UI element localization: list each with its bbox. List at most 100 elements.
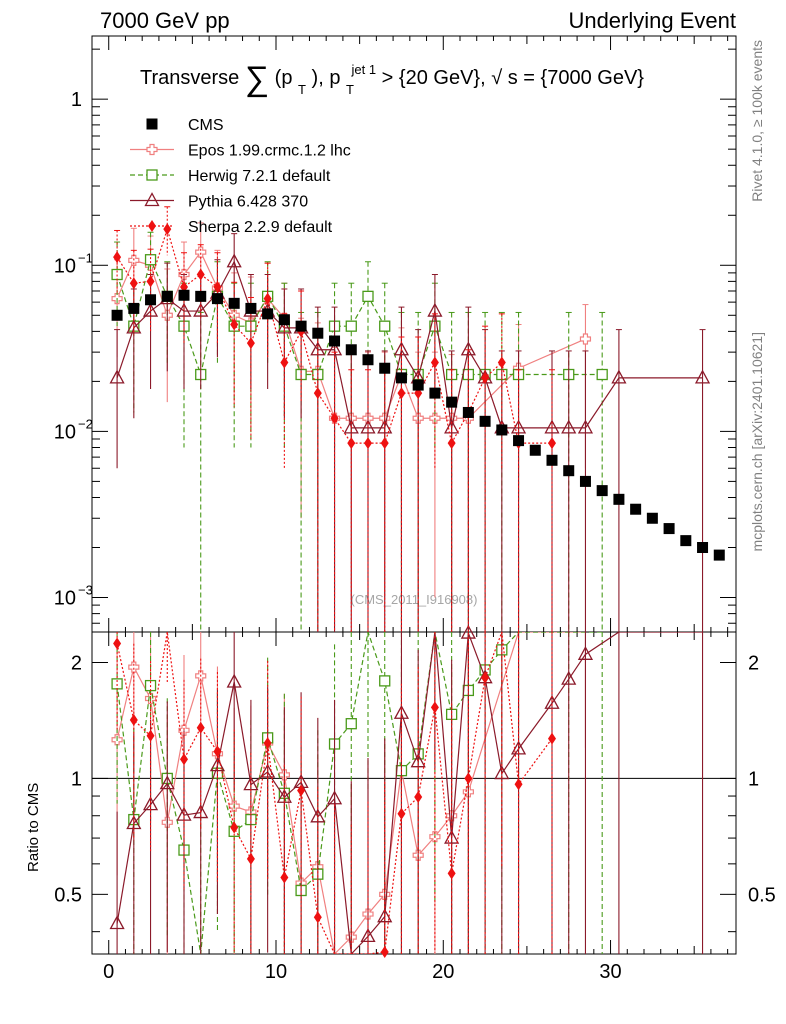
data-point-cms — [211, 293, 223, 305]
data-point-ratio — [345, 718, 357, 730]
series-line-ratio — [116, 632, 603, 954]
data-point-ratio — [379, 675, 391, 687]
data-point-cms — [161, 290, 173, 302]
data-point-main — [579, 333, 592, 345]
data-point-ratio — [146, 729, 155, 742]
title-sqrt: √ — [491, 67, 502, 89]
legend-marker — [146, 143, 158, 156]
legend-marker — [146, 118, 158, 130]
data-point-main — [276, 319, 292, 334]
data-point-main — [142, 302, 159, 317]
data-point-ratio — [577, 645, 594, 660]
data-point-main — [364, 437, 372, 450]
title-p4: s = {7000 GeV} — [508, 67, 645, 89]
data-point-ratio — [246, 852, 255, 865]
data-point-main — [230, 318, 239, 331]
data-point-ratio — [548, 732, 556, 745]
data-point-main — [544, 419, 560, 434]
data-point-ratio — [213, 745, 222, 758]
data-point-main — [497, 356, 506, 369]
y-tick-label-main: 1 — [71, 89, 82, 111]
chart-title: Transverse ∑ (p T ), p T jet 1 > {20 GeV… — [140, 57, 644, 99]
x-tick-label: 30 — [599, 961, 621, 983]
y-tick-label-main: 10 — [54, 588, 76, 610]
data-point-ratio — [447, 867, 456, 880]
data-point-cms — [111, 309, 123, 321]
data-point-main — [226, 253, 242, 268]
series-line-main — [116, 257, 603, 377]
data-point-ratio — [109, 915, 125, 930]
data-point-main — [577, 419, 594, 434]
data-point-main — [596, 368, 608, 381]
data-point-cms — [278, 314, 290, 326]
data-point-cms — [429, 387, 441, 399]
data-point-main — [313, 387, 322, 400]
header-right: Underlying Event — [568, 8, 736, 33]
analysis-watermark: (CMS_2011_I916908) — [351, 592, 478, 607]
data-point-main — [611, 369, 627, 384]
data-point-cms — [513, 435, 525, 447]
legend-label: Sherpa 2.2.9 default — [188, 219, 333, 236]
data-point-main — [330, 412, 339, 425]
y-tick-label-ratio-right: 2 — [748, 652, 759, 674]
data-point-main — [280, 356, 289, 369]
data-point-cms — [362, 354, 374, 366]
data-point-main — [144, 254, 157, 266]
side-label-rivet: Rivet 4.1.0, ≥ 100k events — [749, 40, 765, 202]
data-point-ratio — [414, 791, 423, 804]
data-point-main — [195, 246, 207, 258]
data-point-cms — [345, 344, 357, 356]
data-point-cms — [128, 302, 140, 314]
data-point-main — [347, 437, 356, 450]
data-point-main — [444, 419, 460, 434]
data-point-main — [126, 319, 142, 334]
data-point-cms — [228, 297, 240, 309]
data-point-cms — [546, 454, 558, 466]
data-point-main — [113, 251, 122, 264]
data-point-cms — [563, 465, 575, 477]
data-point-cms — [713, 549, 725, 561]
data-point-cms — [663, 523, 675, 535]
data-point-cms — [312, 327, 324, 339]
data-point-cms — [462, 406, 474, 418]
data-point-cms — [529, 444, 541, 456]
legend: CMS Epos 1.99.crmc.1.2 lhc Herwig 7.2.1 de… — [130, 117, 351, 236]
data-point-cms — [262, 308, 274, 320]
title-p2: ), p — [312, 67, 341, 89]
x-tick-label: 20 — [432, 961, 454, 983]
series-line-ratio — [116, 632, 703, 954]
data-point-main — [447, 437, 456, 450]
data-point-main — [694, 369, 711, 384]
data-point-cms — [613, 493, 625, 505]
title-sum: ∑ — [245, 60, 269, 98]
title-p3: > {20 GeV}, — [382, 67, 492, 89]
data-point-cms — [379, 362, 391, 374]
data-point-cms — [446, 396, 458, 408]
data-point-ratio — [561, 670, 577, 685]
legend-label: Epos 1.99.crmc.1.2 lhc — [188, 143, 351, 160]
data-point-main — [377, 419, 393, 434]
data-point-ratio — [377, 908, 393, 923]
data-layer — [109, 206, 725, 959]
series-line-ratio — [116, 632, 586, 954]
title-sup-jet: jet 1 — [351, 62, 377, 77]
data-point-main — [196, 268, 205, 281]
data-point-ratio — [481, 671, 490, 684]
data-point-cms — [245, 302, 257, 314]
data-point-cms — [630, 503, 642, 515]
legend-label: Pythia 6.428 370 — [188, 194, 308, 211]
data-point-ratio — [297, 784, 306, 797]
x-tick-label: 10 — [265, 961, 287, 983]
data-point-main — [380, 437, 389, 450]
data-point-main — [109, 369, 125, 384]
data-point-cms — [412, 379, 424, 391]
data-point-ratio — [313, 911, 322, 924]
legend-marker — [148, 220, 156, 232]
data-point-ratio — [280, 871, 289, 884]
data-point-main — [263, 292, 272, 305]
data-point-main — [128, 254, 140, 266]
x-tick-label: 0 — [103, 961, 114, 983]
data-point-main — [548, 437, 556, 450]
